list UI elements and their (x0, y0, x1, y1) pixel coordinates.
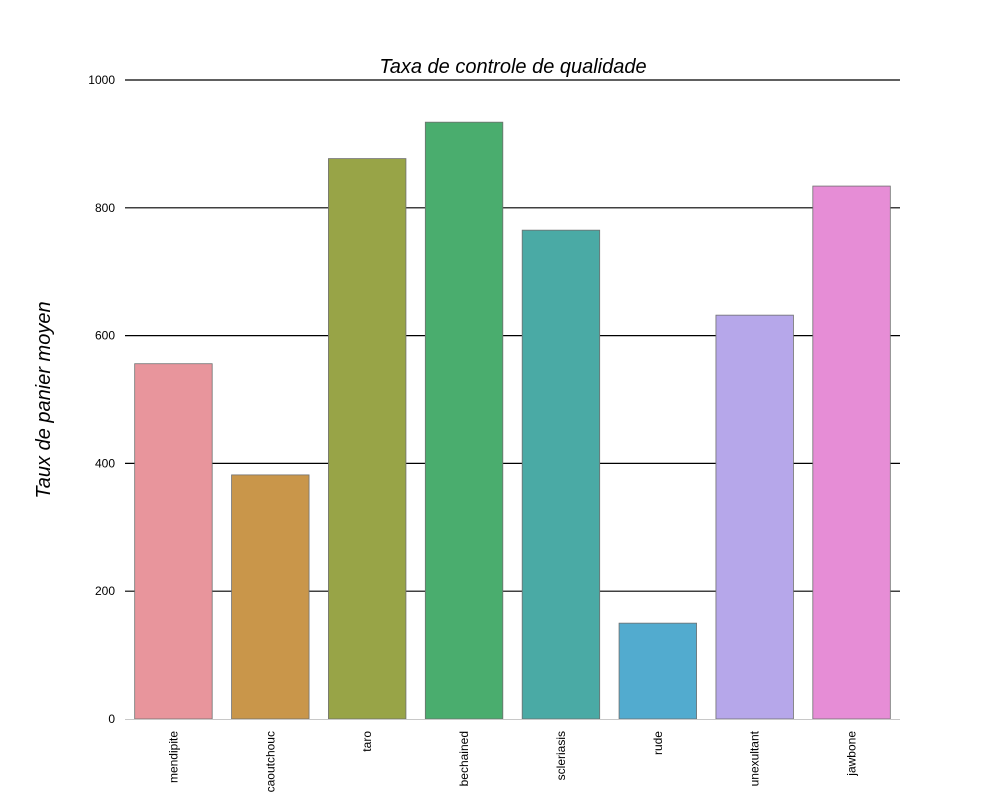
x-tick-label: mendipite (166, 731, 180, 783)
bar-rude (618, 622, 697, 720)
bars (134, 121, 891, 720)
x-tick-label: taro (360, 731, 374, 752)
bar-caoutchouc (231, 474, 310, 720)
y-tick-label: 1000 (88, 73, 115, 87)
y-tick-label: 0 (108, 712, 115, 726)
x-tick-label: scleriasis (554, 731, 568, 780)
bar-unexultant (715, 314, 794, 720)
chart-title: Taxa de controle de qualidade (379, 56, 646, 78)
x-tick-label: unexultant (748, 730, 762, 786)
bar-taro (328, 158, 407, 720)
bar-mendipite (134, 363, 213, 720)
y-tick-label: 600 (95, 329, 115, 343)
y-tick-label: 400 (95, 456, 115, 470)
bar-jawbone (812, 185, 891, 720)
bar-scleriasis (521, 229, 601, 720)
x-tick-label: bechained (457, 731, 471, 786)
bar-bechained (424, 121, 504, 720)
x-tick-label: jawbone (845, 731, 859, 777)
y-tick-labels: 0 200 400 600 800 1000 (88, 73, 115, 726)
x-tick-label: caoutchouc (263, 731, 277, 792)
x-tick-label: rude (651, 731, 665, 755)
y-tick-label: 200 (95, 584, 115, 598)
x-tick-labels: mendipite caoutchouc taro bechained sclerias… (166, 730, 858, 792)
y-tick-label: 800 (95, 201, 115, 215)
y-axis-label: Taux de panier moyen (33, 301, 55, 498)
